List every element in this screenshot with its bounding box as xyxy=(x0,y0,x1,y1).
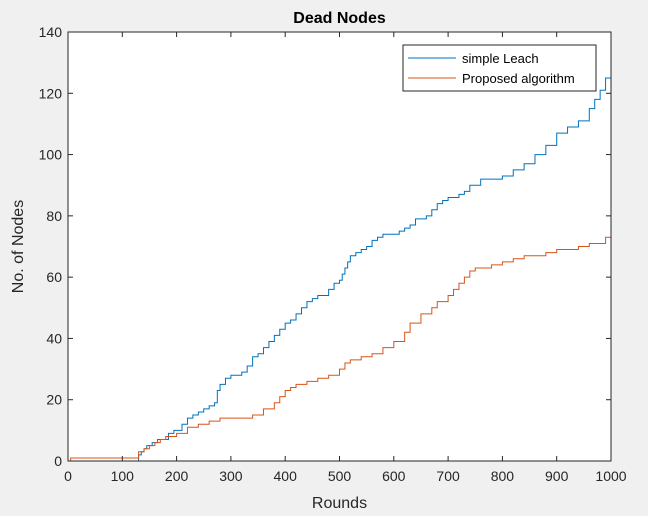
x-tick-label: 200 xyxy=(165,468,189,484)
series-line-proposed-algorithm xyxy=(68,234,612,462)
x-tick-label: 300 xyxy=(219,468,243,484)
series-layer xyxy=(68,68,612,462)
y-tick-label: 120 xyxy=(39,85,63,101)
x-tick-label: 700 xyxy=(436,468,460,484)
chart-title: Dead Nodes xyxy=(293,10,386,27)
y-tick-label: 60 xyxy=(46,269,62,285)
x-tick-label: 500 xyxy=(328,468,352,484)
series-line-simple-leach xyxy=(68,68,612,462)
y-tick-label: 40 xyxy=(46,330,62,346)
legend-label-simple-leach: simple Leach xyxy=(462,51,539,66)
y-tick-label: 140 xyxy=(39,24,63,40)
x-tick-label: 600 xyxy=(382,468,406,484)
x-tick-label: 100 xyxy=(111,468,135,484)
x-tick-label: 0 xyxy=(64,468,72,484)
y-tick-label: 20 xyxy=(46,392,62,408)
y-tick-label: 80 xyxy=(46,208,62,224)
y-tick-label: 0 xyxy=(54,453,62,469)
legend-box xyxy=(402,44,597,92)
y-tick-label: 100 xyxy=(39,147,63,163)
x-tick-label: 900 xyxy=(545,468,569,484)
ticks-layer: 0 100 200 300 400 500 600 700 800 900 1000 0 20 40 60 8… xyxy=(39,24,627,484)
legend-label-proposed-algorithm: Proposed algorithm xyxy=(462,71,575,86)
x-axis-label: Rounds xyxy=(312,495,367,512)
legend: simple Leach Proposed algorithm xyxy=(402,44,597,92)
x-tick-label: 1000 xyxy=(595,468,626,484)
plot-area xyxy=(68,32,611,461)
x-tick-label: 400 xyxy=(274,468,298,484)
y-axis-label: No. of Nodes xyxy=(10,200,27,293)
x-tick-label: 800 xyxy=(491,468,515,484)
